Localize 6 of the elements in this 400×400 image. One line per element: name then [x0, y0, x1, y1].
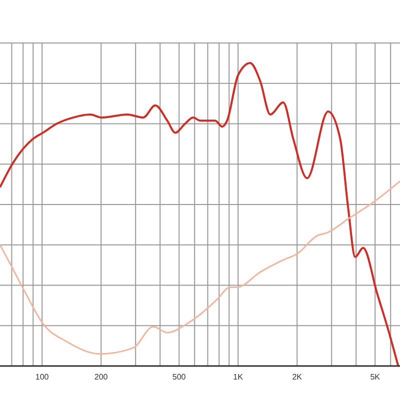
x-tick-label: 5K	[370, 372, 381, 382]
x-tick-label: 2K	[292, 372, 303, 382]
x-tick-label: 200	[94, 372, 108, 382]
x-tick-label: 1K	[233, 372, 244, 382]
x-tick-label: 500	[172, 372, 186, 382]
x-tick-label: 100	[35, 372, 50, 382]
